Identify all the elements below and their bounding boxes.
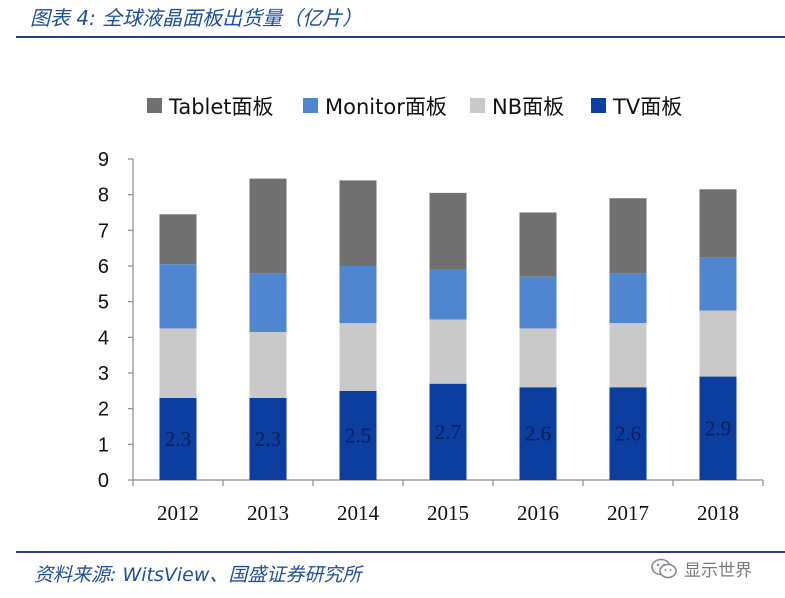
- legend-swatch: [303, 98, 318, 113]
- stacked-bar-chart: Tablet面板 Monitor面板 NB面板 TV面板 0 1 2 3 4 5 6 7 8 9 2012…: [98, 95, 764, 525]
- bar-segment: [609, 323, 647, 388]
- data-label: 2.6: [615, 422, 641, 446]
- data-label: 2.5: [345, 423, 371, 447]
- bar-segment: [159, 214, 197, 265]
- watermark-text: 显示世界: [684, 561, 752, 581]
- legend: Tablet面板 Monitor面板 NB面板 TV面板: [147, 95, 682, 119]
- bar-segment: [429, 319, 467, 384]
- x-tick-label: 2018: [697, 501, 739, 525]
- x-tick-label: 2014: [337, 501, 380, 525]
- axes: 0 1 2 3 4 5 6 7 8 9 2012 2013 2014 2015 2016 2017 2018: [98, 149, 764, 525]
- bar-segment: [519, 328, 557, 388]
- x-tick-label: 2016: [517, 501, 559, 525]
- bar-segment: [519, 276, 557, 329]
- y-tick-label: 9: [98, 149, 109, 171]
- wechat-icon: [651, 558, 677, 578]
- bar-segment: [609, 387, 647, 480]
- bar-segment: [159, 264, 197, 329]
- y-tick-label: 3: [98, 363, 109, 385]
- bar-segment: [339, 390, 377, 480]
- bar-segment: [339, 266, 377, 324]
- x-tick-label: 2013: [247, 501, 289, 525]
- x-tick-label: 2017: [607, 501, 649, 525]
- bar-segment: [699, 257, 737, 311]
- source-note: 资料来源: WitsView、国盛证券研究所: [34, 564, 362, 586]
- bar-segment: [429, 383, 467, 480]
- legend-swatch: [470, 98, 485, 113]
- bar-segment: [609, 198, 647, 274]
- bar-segment: [429, 192, 467, 270]
- bar-segment: [519, 387, 557, 480]
- data-label: 2.3: [165, 427, 191, 451]
- data-label: 2.3: [255, 427, 281, 451]
- top-divider: [16, 36, 785, 38]
- y-tick-label: 7: [98, 220, 109, 242]
- figure-title: 图表 4: 全球液晶面板出货量（亿片）: [30, 6, 363, 30]
- legend-swatch: [147, 98, 162, 113]
- legend-label: TV面板: [612, 95, 682, 119]
- bar-segment: [519, 212, 557, 277]
- y-tick-label: 6: [98, 256, 109, 278]
- data-labels: 2.3 2.3 2.5 2.7 2.6 2.6 2.9: [165, 416, 731, 451]
- bar-segment: [249, 331, 287, 398]
- data-label: 2.6: [525, 422, 551, 446]
- y-tick-label: 5: [98, 292, 109, 314]
- bar-segment: [249, 178, 287, 274]
- y-tick-label: 4: [98, 327, 109, 349]
- bar-segment: [159, 328, 197, 398]
- data-label: 2.9: [705, 416, 731, 440]
- data-label: 2.7: [435, 420, 461, 444]
- legend-swatch: [591, 98, 606, 113]
- bar-segment: [699, 376, 737, 480]
- watermark: 显示世界: [650, 556, 752, 581]
- legend-label: Tablet面板: [168, 95, 274, 119]
- bar-segment: [249, 397, 287, 480]
- bar-segment: [339, 323, 377, 391]
- bar-segment: [249, 273, 287, 332]
- y-tick-label: 1: [98, 434, 109, 456]
- bar-segment: [699, 310, 737, 377]
- bar-segment: [339, 180, 377, 266]
- legend-label: Monitor面板: [325, 95, 447, 119]
- y-tick-label: 0: [98, 470, 109, 492]
- bars: [159, 178, 737, 480]
- legend-label: NB面板: [492, 95, 564, 119]
- x-tick-label: 2015: [427, 501, 469, 525]
- bar-segment: [609, 273, 647, 324]
- bottom-divider: [16, 551, 785, 553]
- bar-segment: [429, 269, 467, 320]
- bar-segment: [159, 397, 197, 480]
- bar-segment: [699, 189, 737, 258]
- x-tick-label: 2012: [157, 501, 199, 525]
- y-tick-label: 8: [98, 185, 109, 207]
- y-tick-label: 2: [98, 399, 109, 421]
